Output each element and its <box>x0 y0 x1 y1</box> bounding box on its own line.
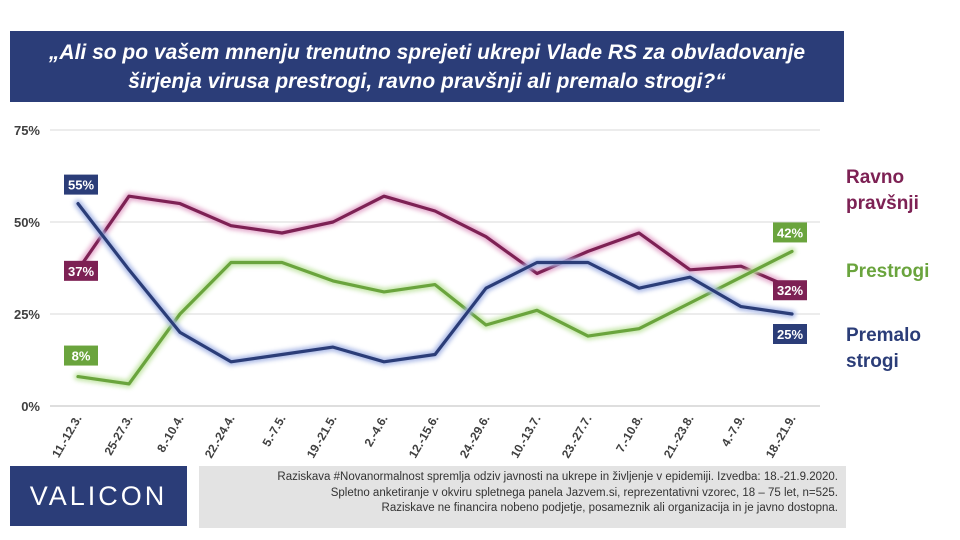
data-label-text: 37% <box>68 264 94 279</box>
y-tick-label: 50% <box>14 215 40 230</box>
data-label-ravno-first: 37% <box>64 260 98 281</box>
valicon-logo: VALICON <box>10 466 187 526</box>
x-tick-label: 8.-10.4. <box>154 413 186 455</box>
series-line <box>76 194 794 290</box>
chart-title: „Ali so po vašem mnenju trenutno sprejet… <box>48 40 806 93</box>
data-label-text: 55% <box>68 178 94 193</box>
y-tick-label: 75% <box>14 123 40 138</box>
x-tick-label: 24.-29.6. <box>457 413 493 461</box>
series-lines <box>74 192 796 388</box>
legend-premalo-strogi: Premalo strogi <box>846 325 921 372</box>
data-label-bg <box>64 260 98 281</box>
x-tick-label: 7.-10.8. <box>613 413 645 455</box>
series-line <box>76 249 794 386</box>
y-tick-label: 0% <box>21 399 40 414</box>
data-label-bg <box>773 280 807 301</box>
grid-lines <box>50 129 820 407</box>
x-tick-label: 21.-23.8. <box>661 413 697 461</box>
data-label-bg <box>64 174 98 195</box>
data-labels: 37% 32% 8% 42% 55% 25% <box>64 174 807 366</box>
x-tick-label: 11.-12.3. <box>49 413 84 460</box>
series-glow <box>74 247 796 388</box>
x-axis-ticks: 11.-12.3. 25-27.3. 8.-10.4. 22.-24.4. 5.-7.5… <box>49 413 798 461</box>
data-label-bg <box>773 222 807 243</box>
legend-ravno-pravsnji: Ravno pravšnji <box>846 167 919 214</box>
x-tick-label: 5.-7.5. <box>259 413 288 449</box>
data-label-text: 32% <box>777 283 803 298</box>
x-tick-label: 12.-15.6. <box>406 413 442 461</box>
data-label-prestrogi-first: 8% <box>64 345 98 366</box>
data-label-text: 25% <box>777 327 803 342</box>
footer-line-2: Spletno anketiranje v okviru spletnega p… <box>330 486 838 499</box>
x-tick-label: 10.-13.7. <box>508 413 544 461</box>
x-tick-label: 18.-21.9. <box>763 413 799 461</box>
y-axis-ticks: 0% 25% 50% 75% <box>14 123 40 414</box>
data-label-ravno-last: 32% <box>773 280 807 301</box>
x-tick-label: 25-27.3. <box>101 413 135 458</box>
x-tick-label: 23.-27.7. <box>559 413 595 461</box>
x-tick-label: 2.-4.6. <box>361 413 390 449</box>
data-label-premalo-last: 25% <box>773 324 807 344</box>
data-label-text: 42% <box>777 225 803 240</box>
legend-prestrogi: Prestrogi <box>846 261 930 282</box>
data-label-bg <box>64 345 98 366</box>
series-line <box>76 202 794 364</box>
title-banner: „Ali so po vašem mnenju trenutno sprejet… <box>10 31 844 102</box>
x-tick-label: 4.-7.9. <box>718 413 747 449</box>
data-label-bg <box>773 324 807 344</box>
footer-note: Raziskava #Novanormalnost spremlja odziv… <box>199 466 846 528</box>
data-label-text: 8% <box>72 349 91 364</box>
x-tick-label: 22.-24.4. <box>202 413 238 461</box>
y-tick-label: 25% <box>14 307 40 322</box>
footer-line-1: Raziskava #Novanormalnost spremlja odziv… <box>277 471 838 483</box>
footer-line-3: Raziskave ne financira nobeno podjetje, … <box>381 502 838 514</box>
data-label-premalo-first: 55% <box>64 174 98 195</box>
data-label-prestrogi-last: 42% <box>773 222 807 243</box>
x-tick-label: 19.-21.5. <box>304 413 340 461</box>
